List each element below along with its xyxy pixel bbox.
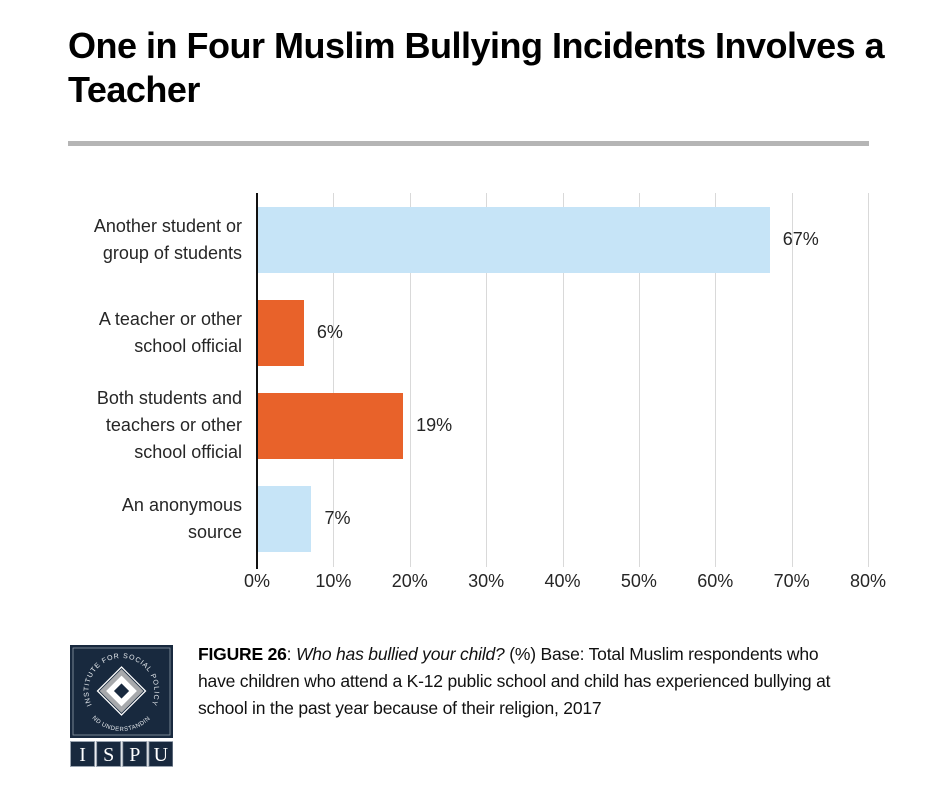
logo-diamond-core	[116, 685, 127, 697]
x-gridline	[562, 193, 564, 567]
page-title: One in Four Muslim Bullying Incidents In…	[68, 25, 885, 110]
ispu-logo: INSTITUTE FOR SOCIAL POLICY AND UNDERSTA…	[70, 645, 173, 767]
figure-caption-rest: (%) Base: Total Muslim respondents who h…	[198, 644, 831, 718]
value-label: 19%	[416, 415, 453, 435]
bar	[258, 485, 312, 552]
caption-separator: :	[286, 644, 296, 664]
value-label: 6%	[316, 322, 343, 342]
x-tick-label: 50%	[620, 571, 657, 591]
bar	[258, 299, 304, 366]
figure-caption: FIGURE 26: Who has bullied your child? (…	[198, 641, 843, 722]
x-tick-label: 10%	[315, 571, 352, 591]
category-label: Another student or group of students	[93, 215, 242, 263]
category-label: A teacher or other school official	[98, 308, 242, 356]
value-label: 7%	[324, 508, 351, 528]
x-gridline	[791, 193, 793, 567]
x-gridline	[715, 193, 717, 567]
x-tick-label: 20%	[391, 571, 428, 591]
y-axis-line	[256, 193, 258, 569]
logo-diamond-gray-band	[99, 669, 144, 713]
logo-inner-border	[72, 647, 171, 736]
figure-question: Who has bullied your child?	[295, 644, 505, 664]
x-tick-label: 0%	[243, 571, 270, 591]
x-gridline	[868, 193, 869, 567]
bar	[258, 392, 404, 459]
category-label: Both students and teachers or other scho…	[96, 388, 242, 462]
logo-diamond-white-band	[106, 675, 137, 707]
logo-letter-i: I	[79, 744, 86, 766]
bar	[258, 206, 770, 273]
logo-letter-s: S	[103, 744, 114, 766]
logo-letter-p: P	[129, 744, 140, 766]
logo-letter-u: U	[154, 744, 169, 766]
x-gridline	[638, 193, 640, 567]
x-gridline	[409, 193, 411, 567]
horizontal-bar-chart: 0% 10% 20% 30% 40% 50% 60% 70% 80% Another studen…	[93, 193, 887, 591]
x-tick-label: 60%	[697, 571, 734, 591]
figure-number-label: FIGURE 26	[198, 644, 287, 664]
x-gridline	[486, 193, 488, 567]
title-divider	[68, 141, 869, 146]
logo-diamond-outline	[96, 666, 147, 716]
x-tick-label: 30%	[468, 571, 505, 591]
x-tick-label: 70%	[773, 571, 810, 591]
logo-ispu-strip: I S P U	[70, 741, 173, 767]
category-label: An anonymous source	[121, 494, 242, 542]
figure-footer: INSTITUTE FOR SOCIAL POLICY AND UNDERSTA…	[0, 630, 941, 789]
x-gridline	[333, 193, 335, 567]
x-tick-label: 80%	[849, 571, 887, 591]
x-tick-label: 40%	[544, 571, 581, 591]
value-label: 67%	[782, 229, 819, 249]
